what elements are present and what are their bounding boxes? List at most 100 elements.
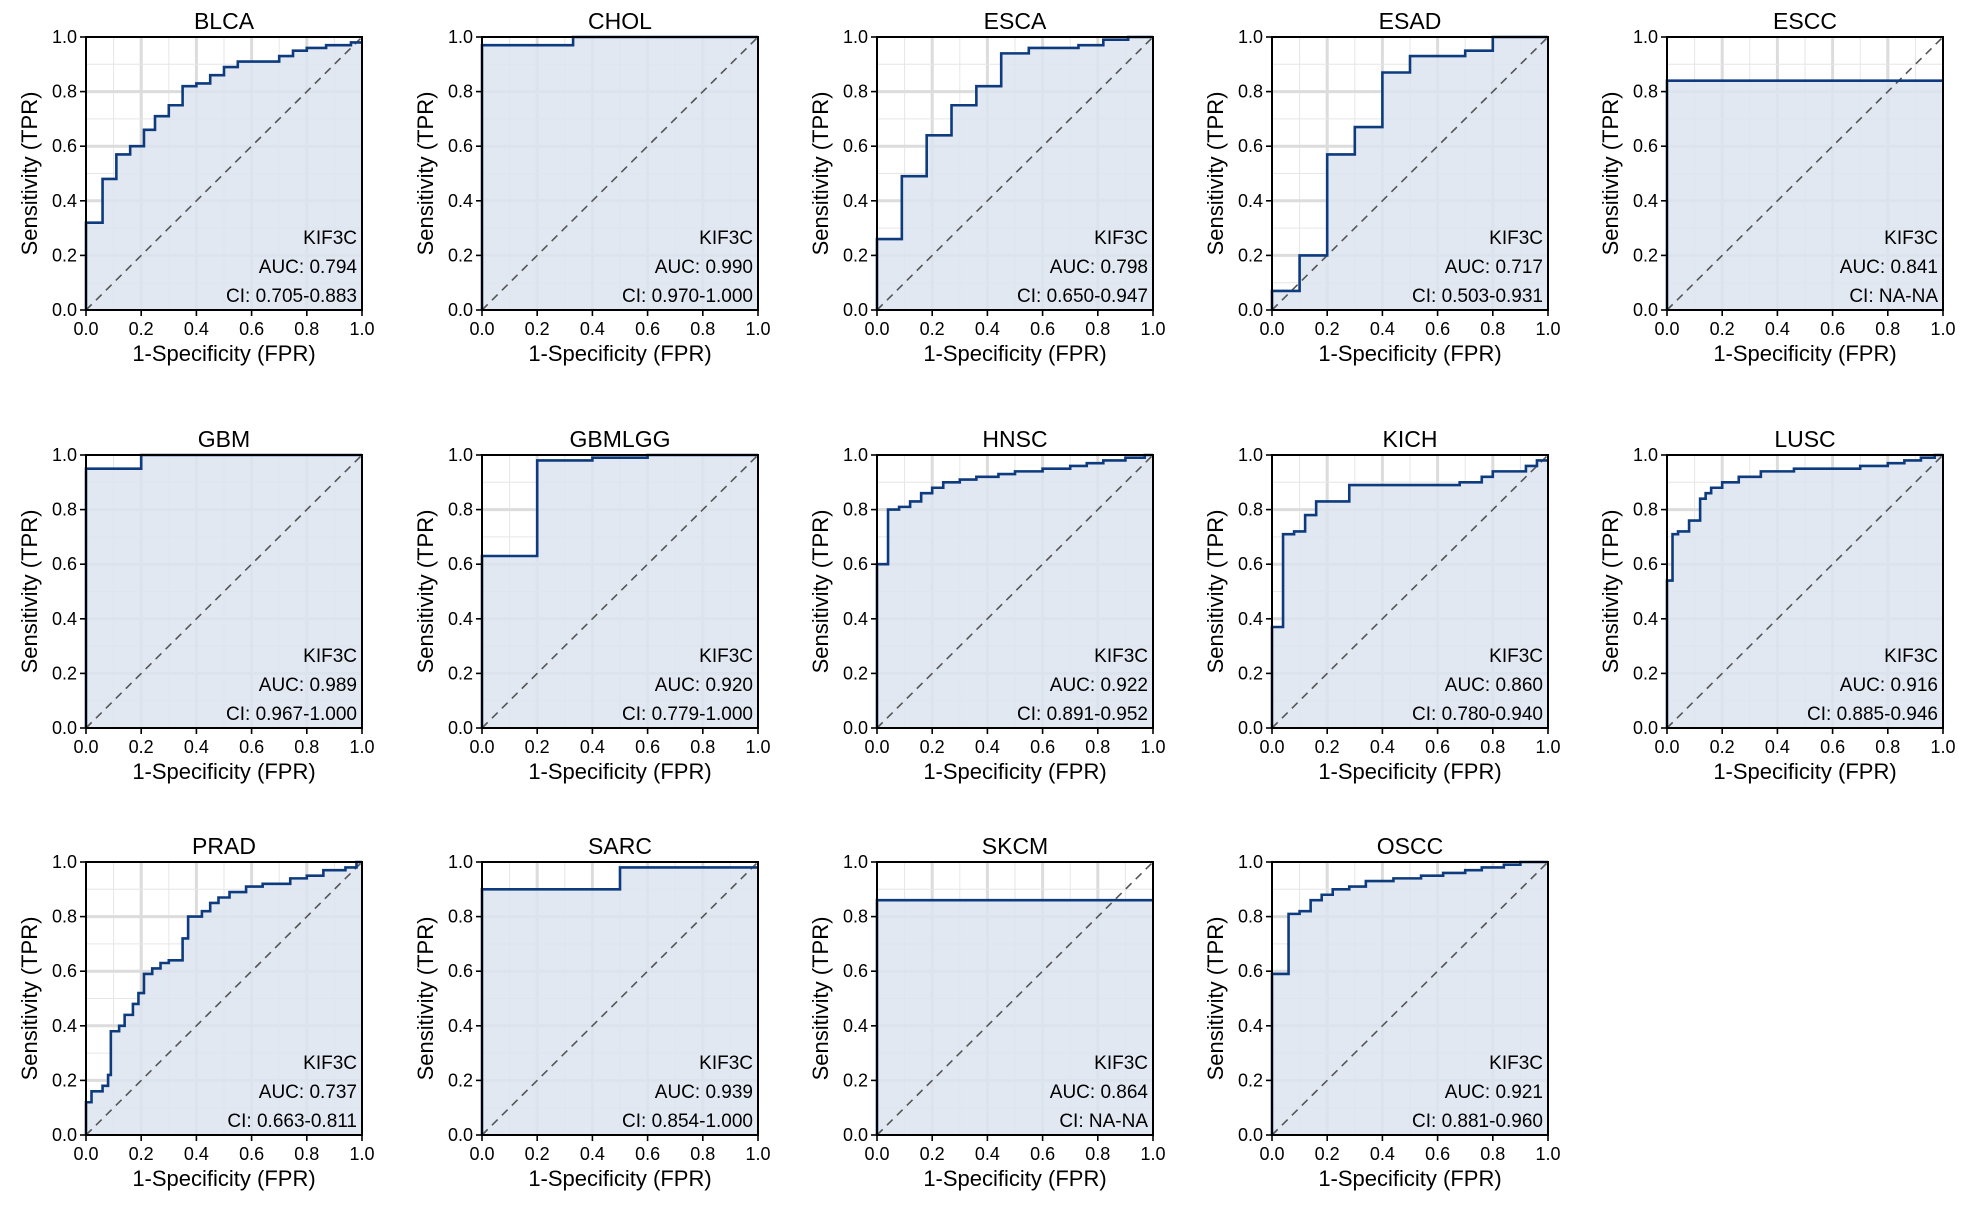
roc-panel-esad: 0.00.0 0.2 0.2 0.4 0.4 0.6 0.6 0.8 0.8 1.0 1.0 1-Sp… xyxy=(1203,8,1561,366)
x-tick-label: 0.0 xyxy=(469,1144,494,1164)
x-tick-label: 0.0 xyxy=(73,1144,98,1164)
panel-title: OSCC xyxy=(1377,833,1443,859)
y-tick-label: 0.6 xyxy=(1633,136,1658,156)
y-tick-label: 0.8 xyxy=(1633,82,1658,102)
reference-diagonal xyxy=(481,454,759,729)
y-tick-label: 0.0 xyxy=(1633,718,1658,738)
panel-title: HNSC xyxy=(982,426,1047,452)
x-axis-label: 1-Specificity (FPR) xyxy=(132,1166,315,1191)
auc-area xyxy=(86,42,362,311)
y-tick-label: 0.6 xyxy=(52,136,77,156)
y-tick-label: 0.4 xyxy=(843,1016,868,1036)
x-tick-label: 0.2 xyxy=(1315,737,1340,757)
plot-frame xyxy=(876,454,1154,729)
x-tick-label: 1.0 xyxy=(1535,319,1560,339)
roc-panel-escc: 0.00.0 0.2 0.2 0.4 0.4 0.6 0.6 0.8 0.8 1.0 1.0 1-Sp… xyxy=(1598,8,1956,366)
gene-label: KIF3C xyxy=(1094,228,1148,249)
y-tick-label: 0.2 xyxy=(1633,663,1658,683)
roc-panel-blca: 0.00.0 0.2 0.2 0.4 0.4 0.6 0.6 0.8 0.8 1.0 1.0 1-Sp… xyxy=(17,8,375,366)
x-tick-label: 0.0 xyxy=(1654,319,1679,339)
y-tick-label: 0.8 xyxy=(52,82,77,102)
x-tick-label: 0.2 xyxy=(525,1144,550,1164)
gene-label: KIF3C xyxy=(1489,228,1543,249)
y-tick-label: 0.6 xyxy=(52,554,77,574)
gene-label: KIF3C xyxy=(1094,646,1148,667)
reference-diagonal xyxy=(1666,36,1944,311)
y-tick-label: 0.6 xyxy=(843,554,868,574)
y-axis-label: Sensitivity (TPR) xyxy=(1203,917,1228,1081)
plot-frame xyxy=(481,454,759,729)
y-tick-label: 0.2 xyxy=(843,663,868,683)
x-tick-label: 0.4 xyxy=(1765,737,1790,757)
plot-frame xyxy=(1271,861,1549,1136)
y-tick-label: 0.8 xyxy=(52,907,77,927)
auc-label: AUC: 0.794 xyxy=(259,257,358,278)
y-tick-label: 0.4 xyxy=(1238,1016,1263,1036)
y-tick-label: 0.8 xyxy=(1633,500,1658,520)
auc-area xyxy=(482,37,758,310)
x-axis-label: 1-Specificity (FPR) xyxy=(1713,759,1896,784)
y-tick-label: 0.4 xyxy=(448,1016,473,1036)
plot-frame xyxy=(876,36,1154,311)
y-tick-label: 0.0 xyxy=(1238,300,1263,320)
x-tick-label: 0.4 xyxy=(580,1144,605,1164)
x-tick-label: 0.6 xyxy=(239,737,264,757)
plot-frame xyxy=(876,861,1154,1136)
y-tick-label: 0.6 xyxy=(843,136,868,156)
x-axis-label: 1-Specificity (FPR) xyxy=(528,759,711,784)
y-tick-label: 1.0 xyxy=(52,27,77,47)
y-tick-label: 0.8 xyxy=(843,907,868,927)
auc-label: AUC: 0.921 xyxy=(1445,1082,1543,1103)
roc-panel-lusc: 0.00.0 0.2 0.2 0.4 0.4 0.6 0.6 0.8 0.8 1.0 1.0 1-Sp… xyxy=(1598,426,1956,784)
auc-label: AUC: 0.916 xyxy=(1840,675,1938,696)
x-tick-label: 1.0 xyxy=(349,737,374,757)
y-tick-label: 1.0 xyxy=(1238,27,1263,47)
y-tick-label: 0.2 xyxy=(843,1070,868,1090)
y-tick-label: 1.0 xyxy=(52,852,77,872)
gene-label: KIF3C xyxy=(1884,646,1938,667)
x-tick-label: 0.6 xyxy=(1030,319,1055,339)
y-tick-label: 0.4 xyxy=(1238,191,1263,211)
y-tick-label: 0.0 xyxy=(1633,300,1658,320)
y-tick-label: 0.4 xyxy=(52,191,77,211)
reference-diagonal xyxy=(85,454,363,729)
y-tick-label: 0.0 xyxy=(1238,1125,1263,1145)
x-tick-label: 1.0 xyxy=(349,1144,374,1164)
reference-diagonal xyxy=(876,454,1154,729)
gene-label: KIF3C xyxy=(699,1053,753,1074)
y-tick-label: 0.2 xyxy=(52,245,77,265)
auc-label: AUC: 0.860 xyxy=(1445,675,1543,696)
auc-label: AUC: 0.841 xyxy=(1840,257,1938,278)
x-tick-label: 0.0 xyxy=(1259,319,1284,339)
ci-label: CI: 0.891-0.952 xyxy=(1017,704,1148,725)
gene-label: KIF3C xyxy=(303,1053,357,1074)
x-tick-label: 0.8 xyxy=(1085,319,1110,339)
x-axis-label: 1-Specificity (FPR) xyxy=(1318,1166,1501,1191)
y-tick-label: 0.6 xyxy=(448,554,473,574)
x-axis-label: 1-Specificity (FPR) xyxy=(923,759,1106,784)
x-tick-label: 0.2 xyxy=(525,319,550,339)
auc-area xyxy=(1667,455,1943,728)
panel-title: ESAD xyxy=(1379,8,1442,34)
y-tick-label: 0.4 xyxy=(52,609,77,629)
y-tick-label: 0.0 xyxy=(1238,718,1263,738)
x-tick-label: 1.0 xyxy=(1930,737,1955,757)
x-tick-label: 1.0 xyxy=(1140,737,1165,757)
x-axis-label: 1-Specificity (FPR) xyxy=(923,1166,1106,1191)
x-tick-label: 0.0 xyxy=(469,737,494,757)
roc-panel-sarc: 0.00.0 0.2 0.2 0.4 0.4 0.6 0.6 0.8 0.8 1.0 1.0 1-Sp… xyxy=(413,833,771,1191)
y-tick-label: 0.0 xyxy=(448,1125,473,1145)
y-tick-label: 0.4 xyxy=(52,1016,77,1036)
y-tick-label: 1.0 xyxy=(843,852,868,872)
x-tick-label: 0.6 xyxy=(635,319,660,339)
roc-panel-skcm: 0.00.0 0.2 0.2 0.4 0.4 0.6 0.6 0.8 0.8 1.0 1.0 1-Sp… xyxy=(808,833,1166,1191)
auc-label: AUC: 0.920 xyxy=(655,675,753,696)
y-tick-label: 0.2 xyxy=(448,245,473,265)
x-tick-label: 1.0 xyxy=(349,319,374,339)
roc-curve xyxy=(1270,860,1548,1135)
roc-curve xyxy=(84,41,362,310)
x-tick-label: 0.6 xyxy=(1030,737,1055,757)
ci-label: CI: 0.885-0.946 xyxy=(1807,704,1938,725)
x-tick-label: 0.4 xyxy=(1765,319,1790,339)
y-axis-label: Sensitivity (TPR) xyxy=(808,92,833,256)
